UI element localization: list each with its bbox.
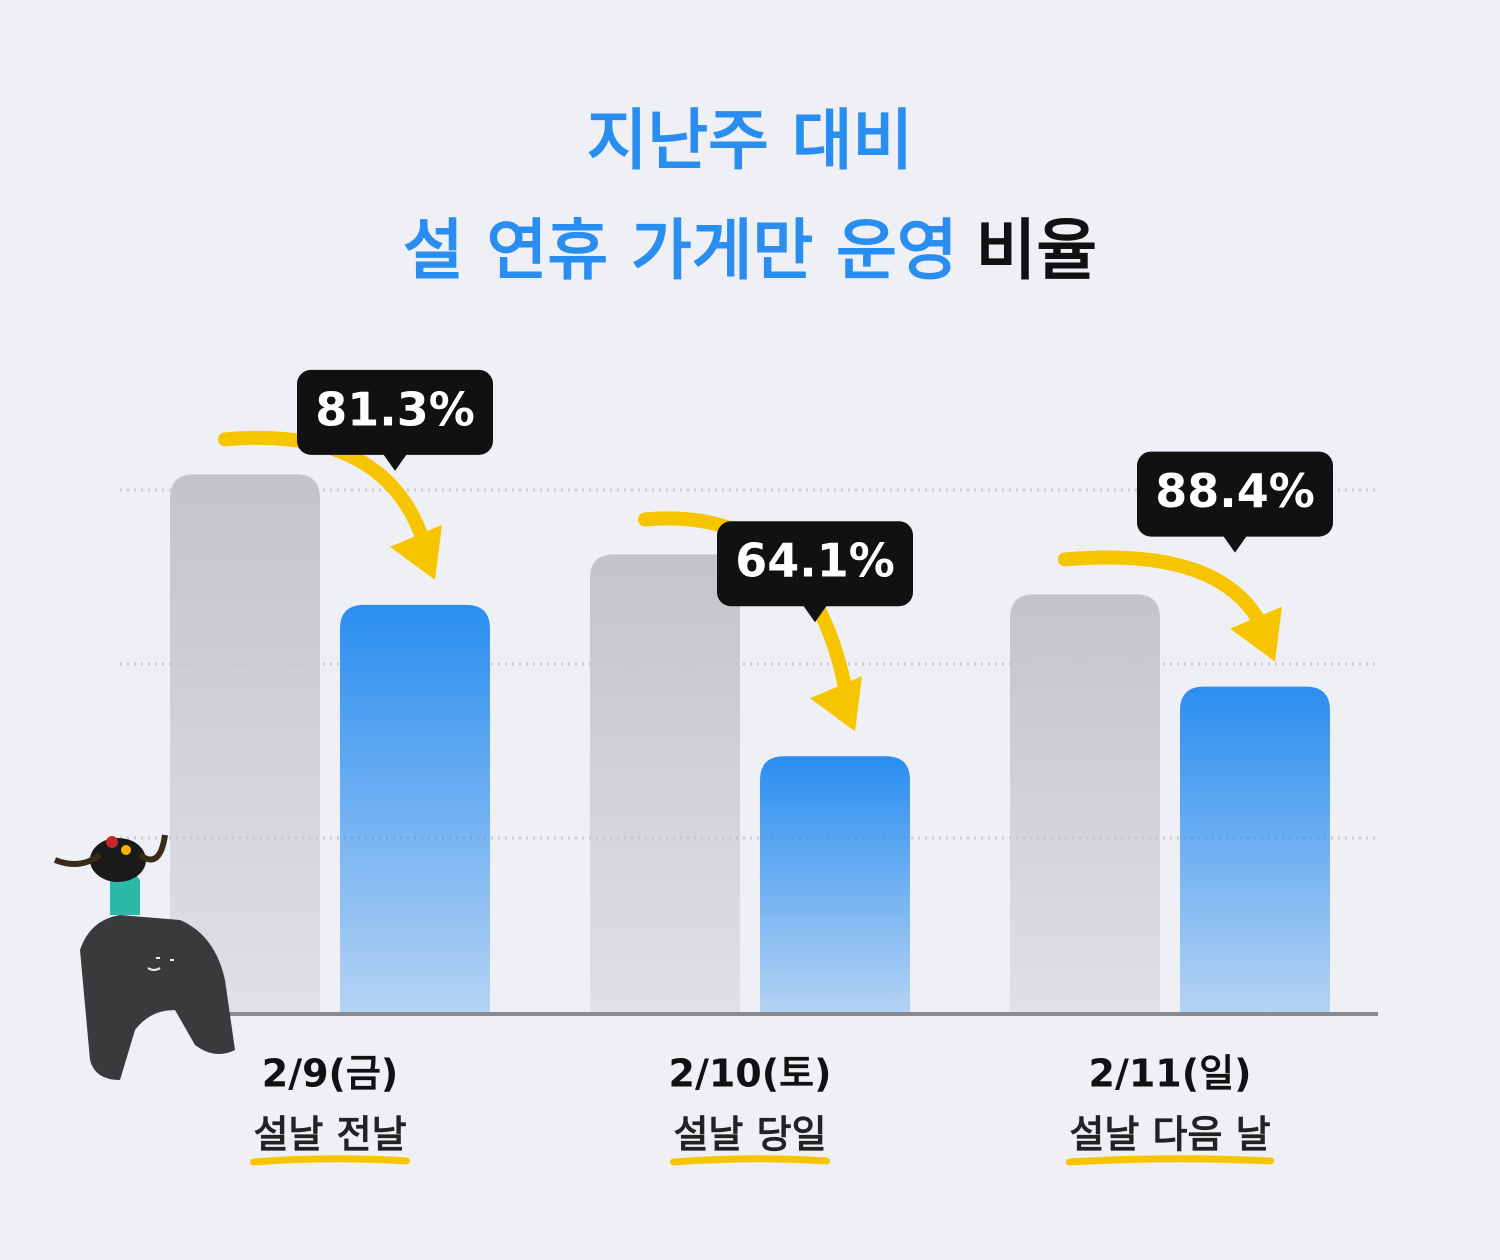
plot: 81.3% 2/9(금) 설날 전날 64.1% 2/10(토) 설날 당일 88.4% 2/… [120,369,1378,1166]
callout-label: 88.4% [1155,464,1315,518]
underline [249,1155,411,1166]
underline [669,1155,831,1166]
bar [760,756,910,1012]
chart-title: 설 연휴 가게만 운영 비율 [403,212,1097,289]
x-tick-label: 2/9(금) [262,1052,398,1096]
x-tick-sublabel: 설날 다음 날 [1069,1113,1270,1157]
title-part: 설 연휴 가게만 운영 [403,212,958,289]
underline [1065,1155,1275,1166]
arrow [218,430,437,572]
bar [1180,686,1330,1012]
bar [340,604,490,1012]
arrow-head [1230,606,1282,662]
arrow-head [390,524,442,580]
bar [1010,594,1160,1012]
callout-box [297,369,493,455]
x-tick-label: 2/11(일) [1089,1052,1252,1096]
callout-box [717,521,913,607]
x-tick-sublabel: 설날 당일 [673,1113,826,1157]
callout-tail [803,605,827,623]
callout-box [1137,451,1333,537]
callout-tail [1223,535,1247,553]
x-tick-label: 2/10(토) [669,1052,832,1096]
x-tick-sublabel: 설날 전날 [253,1113,406,1157]
arrow-head [810,676,862,732]
bar [590,554,740,1012]
callout-label: 81.3% [315,382,475,436]
chart-title: 지난주 대비 [587,102,914,179]
callout-tail [383,453,407,471]
title-part: 비율 [976,212,1097,289]
bar [170,474,320,1013]
mascot [53,834,235,1080]
callout-label: 64.1% [735,534,895,588]
